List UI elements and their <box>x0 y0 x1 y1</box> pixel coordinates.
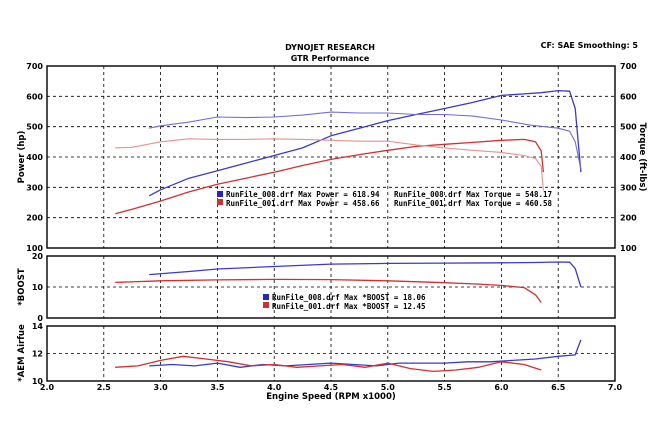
x-tick-label: 2.0 <box>40 383 55 392</box>
legend-swatch-run008 <box>217 191 223 197</box>
series-run008-power <box>148 89 582 197</box>
x-axis-label: Engine Speed (RPM x1000) <box>266 392 396 402</box>
x-tick-label: 6.0 <box>494 383 509 392</box>
legend-torque-run001: RunFile_001.drf Max Torque = 460.58 <box>394 199 553 208</box>
y2-tick-label: 700 <box>620 62 637 71</box>
y-tick-label: 200 <box>26 214 43 223</box>
series-lines <box>115 89 582 373</box>
legend-swatch-run001 <box>217 199 223 205</box>
chart-settings: CF: SAE Smoothing: 5 <box>541 41 639 50</box>
y2-tick-label: 100 <box>620 244 637 253</box>
y2-tick-label: 300 <box>620 183 637 192</box>
x-tick-label: 2.5 <box>97 383 112 392</box>
x-tick-label: 3.5 <box>210 383 225 392</box>
y-tick-label: 20 <box>32 252 44 261</box>
legend-boost-run008: RunFile_008.drf Max *BOOST = 18.06 <box>272 293 426 302</box>
chart-title: DYNOJET RESEARCH <box>285 43 375 52</box>
series-run008-boost <box>149 261 582 288</box>
chart-subtitle: GTR Performance <box>291 54 370 63</box>
y2-tick-label: 600 <box>620 92 637 101</box>
series-run001-boost <box>115 278 542 303</box>
legend-power-run001: RunFile_001.drf Max Power = 458.66 <box>226 199 380 208</box>
legend-power-run008: RunFile_008.drf Max Power = 618.94 <box>226 190 380 199</box>
x-tick-label: 7.0 <box>608 383 623 392</box>
torque-axis-label: Torque (ft-lbs) <box>637 123 647 192</box>
y-tick-label: 300 <box>26 183 43 192</box>
power-axis-label: Power (hp) <box>17 131 27 184</box>
y2-tick-label: 200 <box>620 214 637 223</box>
series-run008-torque <box>149 111 582 170</box>
x-tick-label: 5.5 <box>438 383 453 392</box>
airfuel-axis-label: *AEM Airfue <box>17 324 27 382</box>
y-tick-label: 400 <box>26 153 43 162</box>
series-run008-airfuel <box>149 339 582 368</box>
y-tick-label: 14 <box>32 322 44 331</box>
series-run001-airfuel <box>115 355 542 373</box>
series-run001-power <box>115 138 545 215</box>
y-tick-label: 10 <box>32 283 44 292</box>
y-tick-label: 700 <box>26 62 43 71</box>
y2-tick-label: 400 <box>620 153 637 162</box>
legend-swatch-boost-run001 <box>263 302 269 308</box>
y2-tick-label: 500 <box>620 123 637 132</box>
legend-swatch-boost-run008 <box>263 294 269 300</box>
x-tick-label: 3.0 <box>154 383 169 392</box>
x-tick-label: 4.5 <box>324 383 339 392</box>
y-tick-label: 0 <box>37 314 43 323</box>
y-tick-label: 10 <box>32 377 44 386</box>
y-tick-label: 12 <box>32 350 43 359</box>
legend-torque-run008: RunFile_008.drf Max Torque = 548.17 <box>394 190 552 199</box>
legend-boost-run001: RunFile_001.drf Max *BOOST = 12.45 <box>272 302 426 311</box>
series-run001-torque <box>115 138 544 191</box>
y-tick-label: 500 <box>26 123 43 132</box>
y-tick-label: 600 <box>26 92 43 101</box>
x-tick-label: 6.5 <box>551 383 566 392</box>
x-tick-label: 5.0 <box>381 383 396 392</box>
boost-axis-label: *BOOST <box>17 268 27 305</box>
x-tick-label: 4.0 <box>267 383 282 392</box>
y-tick-label: 100 <box>26 244 43 253</box>
grid-lines <box>47 66 615 381</box>
